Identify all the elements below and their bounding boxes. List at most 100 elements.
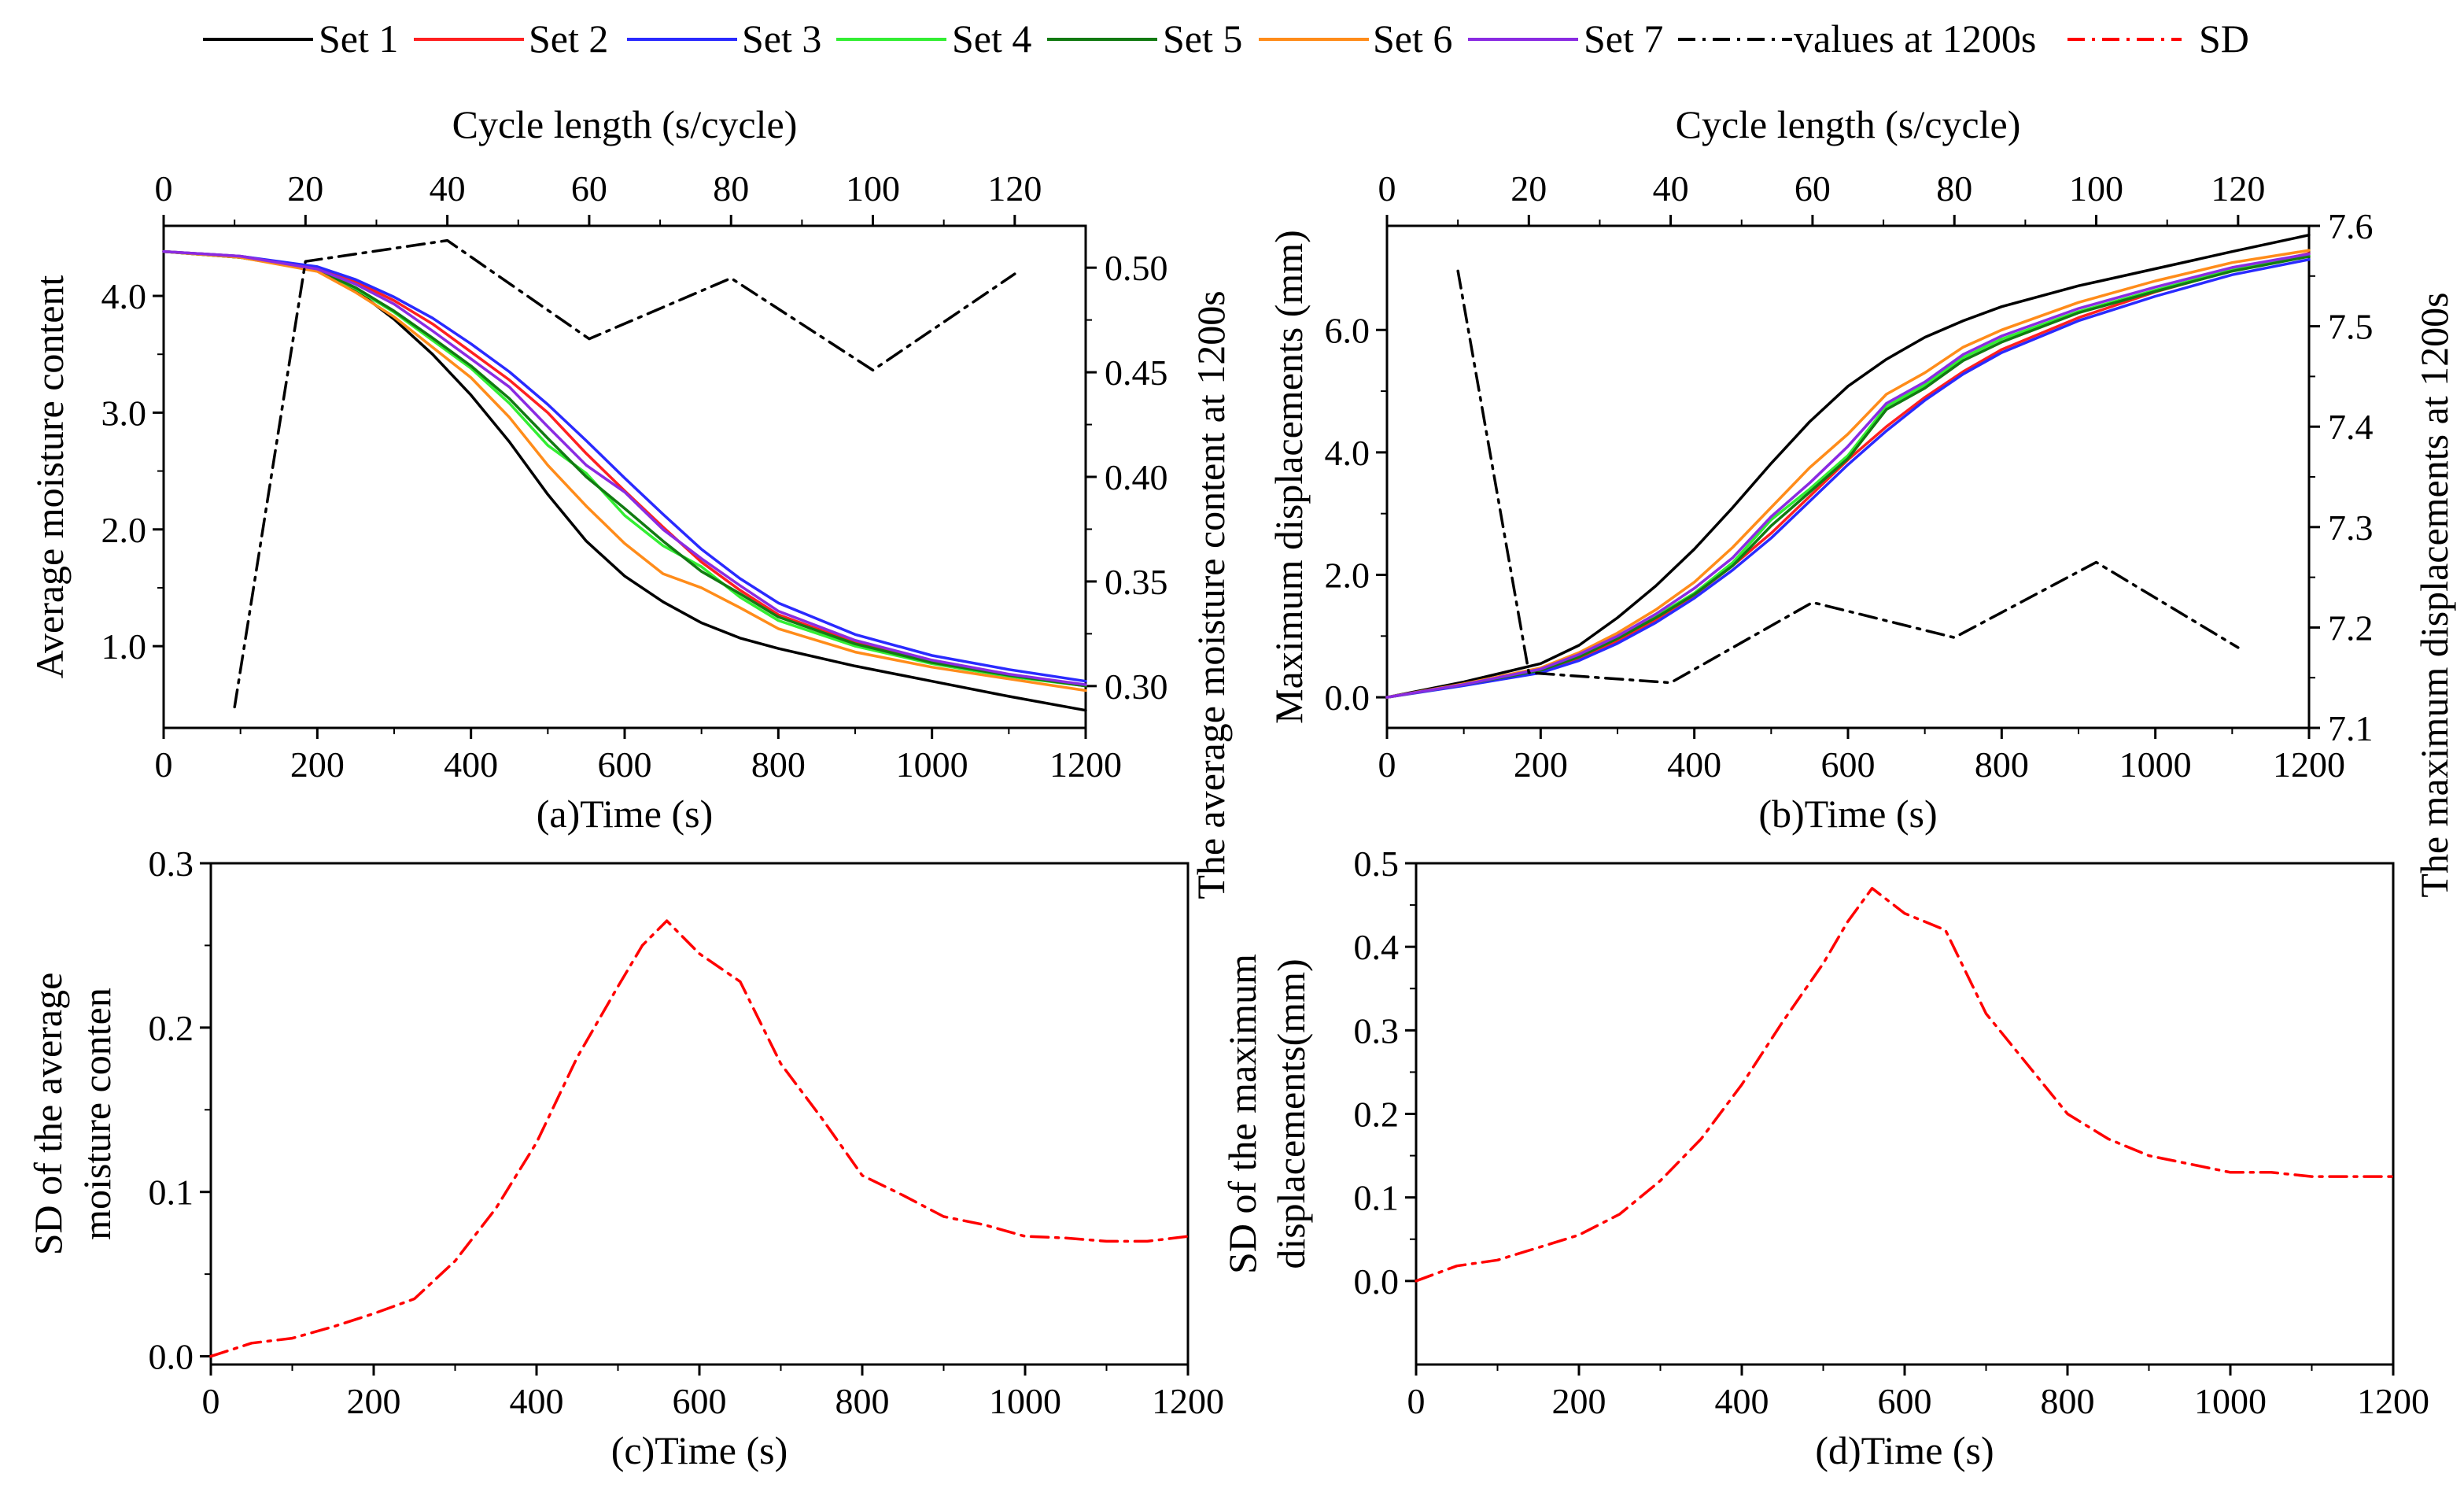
series-line-values-at-1200s (1456, 269, 2240, 685)
top-x-axis: 0 20 40 60 80 100 120 Cycle length (s/cycle) (155, 102, 1042, 226)
series-group (209, 919, 1190, 1358)
top-x-tick-label: 0 (155, 168, 173, 209)
y-tick-label: 4.0 (1325, 433, 1370, 473)
x-tick-label: 1000 (989, 1381, 1061, 1421)
right-y-tick-label: 7.2 (2328, 608, 2374, 648)
top-x-tick-label: 40 (430, 168, 466, 209)
y-tick-label: 0.3 (1354, 1010, 1400, 1051)
series-line-set-2 (1385, 252, 2311, 699)
x-tick-label: 1200 (2273, 744, 2345, 785)
legend: Set 1 Set 2 Set 3 Set 4 Set 5 Set 6 Set 7 value… (203, 17, 2249, 61)
series-line-set-3 (162, 249, 1087, 683)
x-tick-label: 0 (1378, 744, 1396, 785)
y-tick-label: 3.0 (101, 393, 147, 433)
top-x-tick-label: 20 (1510, 168, 1547, 209)
legend-label-sd: SD (2199, 17, 2249, 61)
y-axis-label: displacements(mm) (1269, 958, 1313, 1269)
x-tick-label: 600 (598, 744, 652, 785)
legend-label-set-5: Set 5 (1163, 17, 1242, 61)
x-axis: 0 200 400 600 800 1000 1200 (d)Time (s) (1407, 1365, 2429, 1472)
y-tick-label: 6.0 (1325, 310, 1370, 350)
top-x-tick-label: 120 (2211, 168, 2265, 209)
right-y-tick-label: 0.50 (1105, 248, 1168, 288)
top-x-tick-label: 40 (1653, 168, 1689, 209)
series-group (1415, 887, 2395, 1283)
y-axis: 1.0 2.0 3.0 4.0 Average moisture content (28, 275, 164, 679)
series-group (162, 238, 1087, 712)
x-tick-label: 400 (1715, 1381, 1769, 1421)
y-tick-label: 0.1 (1354, 1178, 1400, 1218)
y-tick-label: 1.0 (101, 626, 147, 667)
series-line-set-6 (162, 249, 1087, 692)
y-tick-label: 2.0 (1325, 555, 1370, 595)
series-line-set-6 (1385, 249, 2311, 699)
y-tick-label: 2.0 (101, 510, 147, 550)
plot-frame (209, 862, 1190, 1366)
x-tick-label: 1000 (2194, 1381, 2267, 1421)
top-x-tick-label: 60 (1795, 168, 1831, 209)
y-tick-label: 0.1 (149, 1173, 194, 1213)
top-x-axis-label: Cycle length (s/cycle) (452, 102, 798, 146)
series-line-set-5 (162, 249, 1087, 688)
y-axis-label: Average moisture content (28, 275, 72, 679)
x-axis: 0 200 400 600 800 1000 1200 (b)Time (s) (1378, 728, 2345, 836)
series-line-set-5 (1385, 255, 2311, 699)
y-tick-label: 0.5 (1354, 844, 1400, 884)
legend-label-set-1: Set 1 (319, 17, 398, 61)
x-tick-label: 1000 (896, 744, 968, 785)
x-tick-label: 600 (1878, 1381, 1932, 1421)
x-axis-label: (a)Time (s) (537, 792, 714, 836)
series-line-sd (1415, 887, 2395, 1283)
right-y-tick-label: 0.40 (1105, 457, 1168, 497)
right-y-tick-label: 0.45 (1105, 353, 1168, 393)
y-axis-label: Maximum displacements (mm) (1267, 230, 1311, 724)
x-tick-label: 600 (1821, 744, 1876, 785)
series-line-set-4 (1385, 253, 2311, 699)
x-tick-label: 400 (444, 744, 498, 785)
series-group (1385, 233, 2311, 699)
series-line-set-7 (162, 249, 1087, 686)
x-tick-label: 0 (202, 1381, 220, 1421)
x-tick-label: 1200 (1152, 1381, 1224, 1421)
plot-frame (1415, 862, 2395, 1366)
x-tick-label: 200 (1514, 744, 1568, 785)
x-axis: 0 200 400 600 800 1000 1200 (a)Time (s) (155, 728, 1122, 836)
top-x-tick-label: 120 (987, 168, 1042, 209)
y-tick-label: 0.0 (1325, 678, 1370, 718)
legend-label-set-3: Set 3 (742, 17, 821, 61)
x-tick-label: 200 (347, 1381, 401, 1421)
panel-d: 0 200 400 600 800 1000 1200(d)Time (s)0.00.10.… (1220, 844, 2429, 1472)
y-tick-label: 0.0 (1354, 1261, 1400, 1302)
legend-label-set-4: Set 4 (952, 17, 1031, 61)
top-x-tick-label: 0 (1378, 168, 1396, 209)
series-line-sd (209, 919, 1190, 1358)
series-line-set-4 (162, 249, 1087, 688)
x-axis: 0 200 400 600 800 1000 1200 (c)Time (s) (202, 1365, 1224, 1472)
y-axis-label: SD of the average (26, 973, 70, 1256)
panel-b: 0 200 400 600 800 1000 1200(b)Time (s)0.02.04.… (1267, 102, 2456, 898)
x-axis-label: (b)Time (s) (1758, 792, 1937, 836)
y-tick-label: 4.0 (101, 276, 147, 316)
y-axis: 0.0 0.1 0.2 0.3 0.4 0.5 SD of the maximum displ… (1220, 844, 1416, 1302)
y-tick-label: 0.0 (149, 1337, 194, 1377)
top-x-tick-label: 100 (846, 168, 900, 209)
series-line-set-2 (162, 249, 1087, 688)
y-tick-label: 0.2 (149, 1008, 194, 1048)
series-line-set-3 (1385, 258, 2311, 699)
x-tick-label: 1200 (1049, 744, 1122, 785)
x-tick-label: 0 (155, 744, 173, 785)
right-y-tick-label: 7.6 (2328, 206, 2374, 246)
right-y-axis-label: The average moisture content at 1200s (1189, 290, 1233, 899)
legend-label-set-7: Set 7 (1584, 17, 1663, 61)
y-axis: 0.0 2.0 4.0 6.0 Maximum displacements (mm) (1267, 230, 1387, 724)
legend-label-set-2: Set 2 (529, 17, 608, 61)
legend-label-values-at-1200s: values at 1200s (1794, 17, 2036, 61)
right-y-axis: 7.1 7.2 7.3 7.4 7.5 7.6 The maximum displaceme… (2309, 206, 2456, 898)
y-axis: 0.0 0.1 0.2 0.3 SD of the average moisture co… (26, 844, 211, 1377)
top-x-tick-label: 80 (1936, 168, 1972, 209)
top-x-tick-label: 100 (2069, 168, 2123, 209)
right-y-tick-label: 7.5 (2328, 307, 2374, 347)
right-y-axis-label: The maximum displacements at 1200s (2412, 292, 2456, 897)
legend-label-set-6: Set 6 (1373, 17, 1452, 61)
x-tick-label: 800 (1975, 744, 2029, 785)
